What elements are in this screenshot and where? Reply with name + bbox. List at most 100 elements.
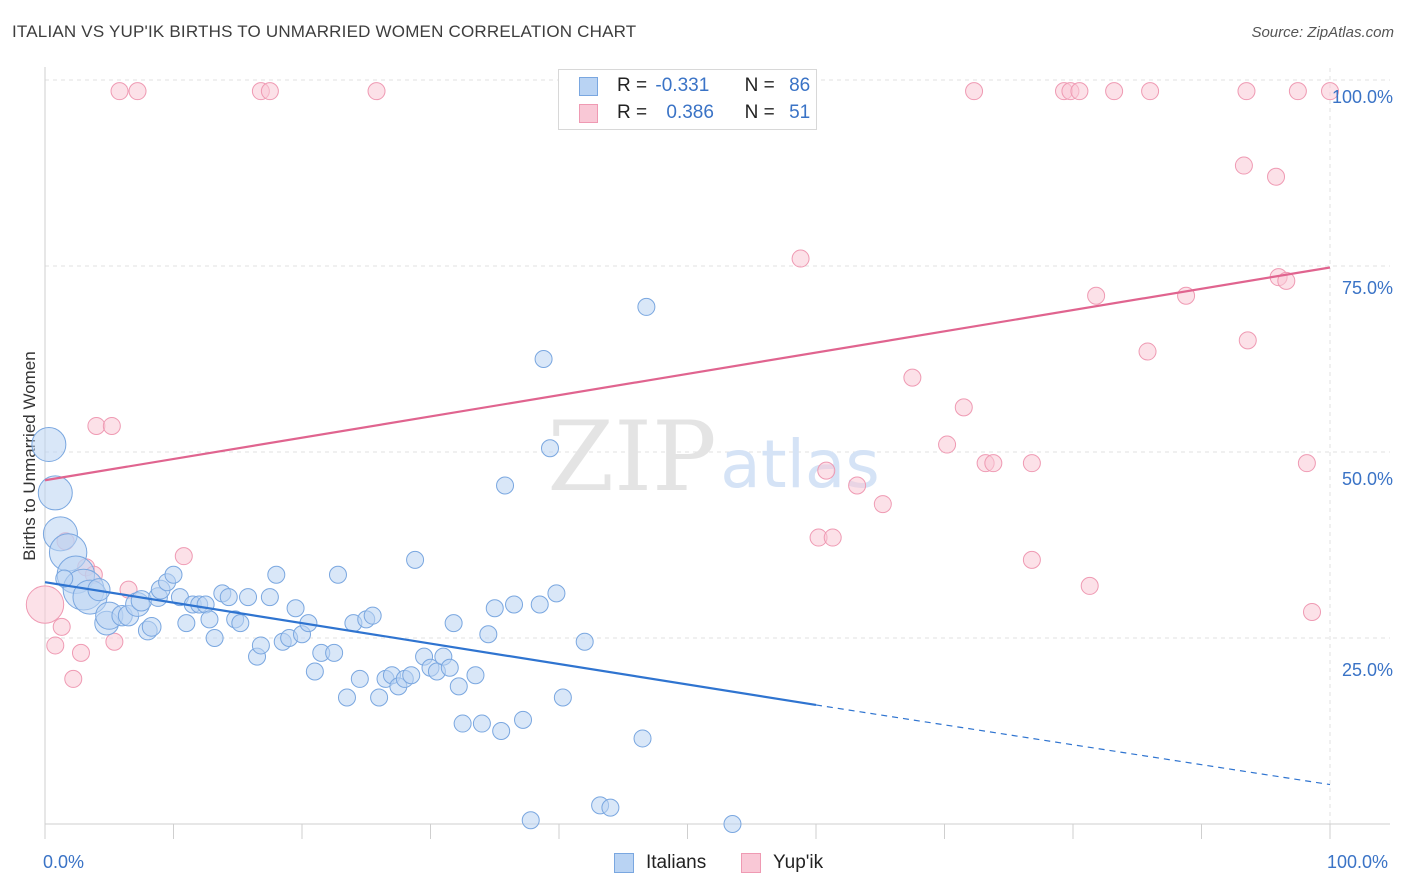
italians-point bbox=[286, 599, 305, 618]
yupik-point bbox=[873, 495, 892, 514]
italians-point bbox=[200, 610, 219, 629]
italians-point bbox=[449, 677, 468, 696]
yupik-point bbox=[1321, 82, 1339, 101]
italians-point bbox=[267, 565, 286, 584]
yupik-point bbox=[260, 82, 279, 101]
yupik-point bbox=[1277, 271, 1296, 290]
yupik-point bbox=[64, 669, 83, 688]
italians-trendline-extension bbox=[815, 704, 1331, 786]
italians-point bbox=[547, 584, 566, 603]
yupik-point bbox=[1297, 454, 1316, 473]
yupik-point bbox=[128, 82, 147, 101]
italians-trendline bbox=[44, 581, 817, 707]
italians-point bbox=[723, 815, 742, 833]
italians-point bbox=[337, 688, 356, 707]
italians-point bbox=[141, 616, 162, 637]
italians-point bbox=[37, 475, 73, 511]
yupik-n-label: N = bbox=[744, 102, 775, 123]
italians-point bbox=[164, 565, 183, 584]
yupik-point bbox=[954, 398, 973, 417]
italians-point bbox=[444, 614, 463, 633]
italians-point bbox=[601, 798, 620, 817]
italians-point bbox=[325, 643, 344, 662]
italians-point bbox=[260, 588, 279, 607]
italians-point bbox=[219, 588, 238, 607]
italians-point bbox=[55, 569, 74, 588]
italians-point bbox=[521, 811, 540, 830]
italians-point bbox=[402, 666, 421, 685]
italians-point bbox=[251, 636, 270, 655]
italians-point bbox=[485, 599, 504, 618]
italians-legend-swatch bbox=[614, 853, 634, 873]
italians-point bbox=[239, 588, 258, 607]
italians-point bbox=[205, 629, 224, 647]
yupik-point bbox=[823, 528, 842, 547]
yupik-point bbox=[52, 617, 71, 636]
yupik-point bbox=[1022, 550, 1041, 569]
italians-point bbox=[575, 632, 594, 651]
yupik-point bbox=[938, 435, 957, 454]
x-tick-max: 100.0% bbox=[1327, 852, 1389, 872]
yupik-point bbox=[984, 454, 1003, 473]
italians-n-value: 86 bbox=[789, 75, 811, 96]
watermark-zip: ZIP bbox=[547, 401, 716, 513]
x-tick-min: 0.0% bbox=[43, 852, 85, 872]
yupik-legend-label: Yup'ik bbox=[773, 852, 824, 873]
italian-points bbox=[31, 297, 742, 833]
yupik-trendline bbox=[44, 266, 1331, 482]
italians-point bbox=[492, 722, 511, 740]
italians-swatch bbox=[579, 76, 598, 96]
italians-point bbox=[196, 595, 215, 614]
italians-n-label: N = bbox=[744, 75, 775, 96]
italians-point bbox=[31, 427, 67, 463]
italians-point bbox=[514, 710, 533, 729]
italians-point bbox=[553, 688, 572, 707]
italians-point bbox=[130, 590, 153, 612]
axes bbox=[44, 67, 1390, 839]
yupik-point bbox=[1238, 331, 1257, 350]
italians-point bbox=[496, 476, 515, 495]
legend-item-italians[interactable]: Italians bbox=[614, 852, 706, 874]
italians-point bbox=[453, 714, 472, 733]
yupik-r-value: 0.386 bbox=[666, 102, 714, 123]
yupik-point bbox=[110, 82, 129, 101]
y-tick-25: 25.0% bbox=[1341, 660, 1393, 680]
trendlines bbox=[44, 266, 1331, 786]
y-tick-50: 50.0% bbox=[1341, 469, 1393, 489]
stats-legend: R = -0.331 N = 86 R = 0.386 N = 51 bbox=[558, 69, 817, 130]
yupik-point bbox=[102, 416, 121, 435]
yupik-point bbox=[46, 636, 65, 655]
yupik-point bbox=[1237, 82, 1256, 101]
legend-item-yupik[interactable]: Yup'ik bbox=[741, 852, 823, 874]
watermark: ZIP atlas bbox=[547, 401, 879, 513]
yupik-point bbox=[1105, 82, 1124, 101]
italians-point bbox=[440, 658, 459, 677]
italians-point bbox=[350, 669, 369, 688]
yupik-point bbox=[1022, 454, 1041, 473]
italians-point bbox=[406, 550, 425, 569]
yupik-point bbox=[1303, 602, 1322, 621]
yupik-point bbox=[1087, 286, 1106, 305]
yupik-point bbox=[848, 476, 867, 495]
italians-legend-label: Italians bbox=[646, 852, 707, 873]
y-tick-75: 75.0% bbox=[1341, 278, 1393, 298]
italians-point bbox=[177, 614, 196, 633]
italians-point bbox=[231, 614, 250, 633]
yupik-point bbox=[174, 547, 193, 566]
italians-point bbox=[363, 606, 382, 625]
italians-point bbox=[637, 297, 656, 316]
yupik-point bbox=[367, 82, 386, 101]
italians-r-label: R = bbox=[617, 75, 648, 96]
italians-point bbox=[479, 625, 498, 644]
yupik-point bbox=[791, 249, 810, 268]
italians-point bbox=[530, 595, 549, 614]
italians-point bbox=[472, 714, 491, 733]
yupik-point bbox=[965, 82, 984, 101]
yupik-point bbox=[1070, 82, 1089, 101]
source-credit: Source: ZipAtlas.com bbox=[1251, 24, 1394, 41]
italians-point bbox=[534, 350, 553, 368]
chart-title: ITALIAN VS YUP'IK BIRTHS TO UNMARRIED WO… bbox=[12, 22, 637, 41]
yupik-r-label: R = bbox=[617, 102, 648, 123]
italians-r-value: -0.331 bbox=[655, 75, 710, 96]
